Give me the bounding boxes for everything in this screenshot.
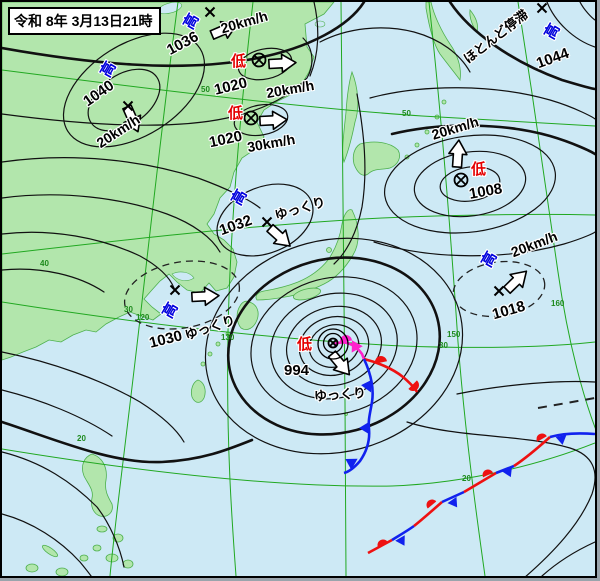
lat-label-40n: 40 <box>40 259 49 268</box>
high-cross-marks <box>122 2 548 297</box>
parallel-20n <box>2 442 595 487</box>
lat-label-20n-west: 20 <box>77 434 86 443</box>
meridian-160e <box>517 2 595 429</box>
stationary-front <box>367 431 595 555</box>
fronts <box>333 334 595 555</box>
weak-high-1018-outline <box>452 260 546 318</box>
meridian-150e <box>428 2 486 576</box>
cold-front <box>342 358 374 475</box>
shikoku <box>292 287 322 301</box>
lat-label-50n-east: 50 <box>402 109 411 118</box>
meridian-120e <box>109 2 179 576</box>
lat-label-20n-east: 20 <box>462 474 471 483</box>
meridian-140e <box>340 2 347 576</box>
lat-label-30n-east: 30 <box>439 341 448 350</box>
center-symbols <box>122 2 548 360</box>
weak-high-1030-outline <box>123 260 241 330</box>
trough-line <box>537 397 595 409</box>
parallel-50n <box>2 69 595 127</box>
lat-label-50n-west: 50 <box>201 85 210 94</box>
warm-front <box>363 354 422 394</box>
sakhalin <box>342 70 359 164</box>
taiwan <box>190 379 206 403</box>
lon-label-150e: 150 <box>447 330 461 339</box>
chart-date-title: 令和 8年 3月13日21時 <box>8 7 161 35</box>
lon-label-130e: 130 <box>221 333 235 342</box>
dashed-isobars <box>123 260 595 409</box>
asia-continent <box>2 2 335 361</box>
lat-label-30n-west: 30 <box>124 305 133 314</box>
luzon <box>82 453 113 517</box>
lon-label-160e: 160 <box>551 299 565 308</box>
surface-analysis-svg <box>2 2 595 576</box>
lon-label-120e: 120 <box>136 313 150 322</box>
low-center-marks <box>243 52 469 360</box>
isobars <box>2 2 595 576</box>
